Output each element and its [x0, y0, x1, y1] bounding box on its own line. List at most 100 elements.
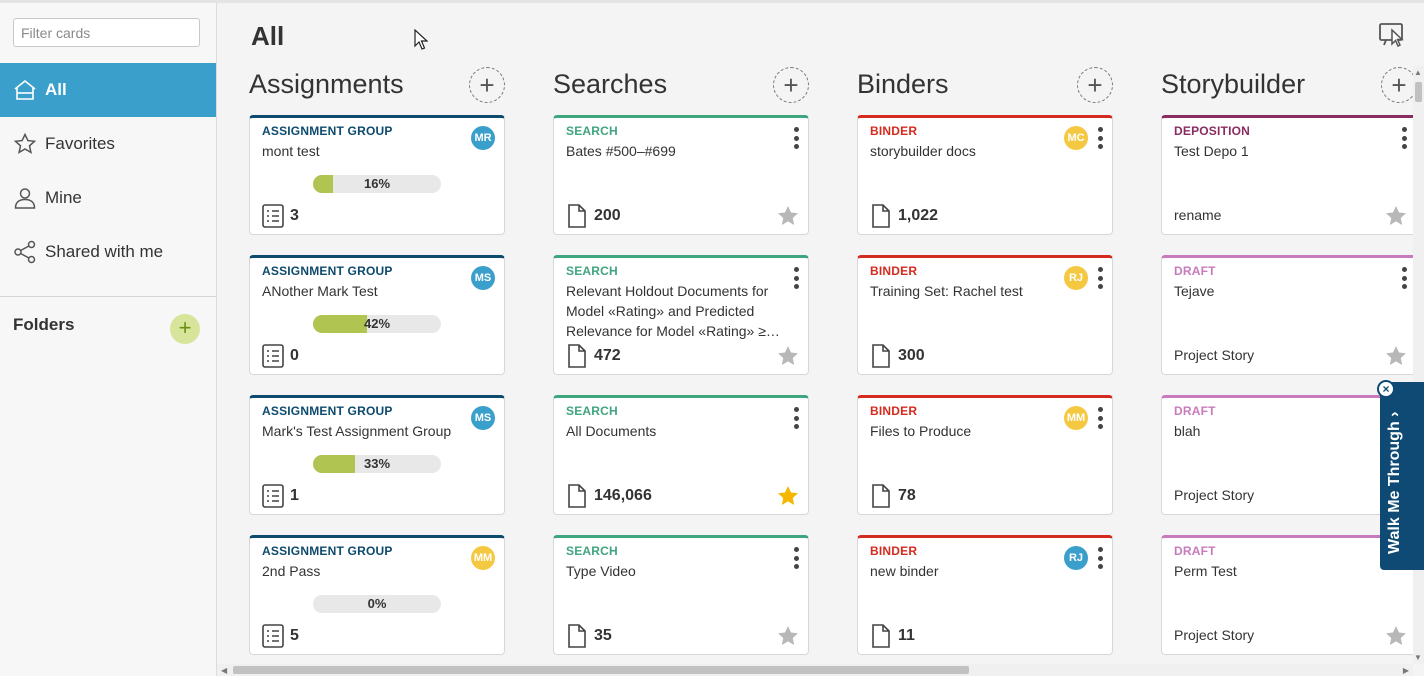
document-icon	[568, 484, 586, 508]
star-outline-icon	[13, 132, 37, 156]
scroll-left-arrow-icon[interactable]: ◀	[221, 666, 228, 675]
walk-me-through-button[interactable]: Walk Me Through ›	[1380, 382, 1424, 570]
card-name: Files to Produce	[870, 423, 972, 439]
add-assignment-button[interactable]: +	[469, 67, 505, 103]
card-type: BINDER	[870, 264, 918, 278]
card-type: DEPOSITION	[1174, 124, 1251, 138]
binder-card[interactable]: BINDER Files to Produce MM 78	[857, 395, 1113, 515]
search-card[interactable]: SEARCH Relevant Holdout Documents for Mo…	[553, 255, 809, 375]
add-story-button[interactable]: +	[1381, 67, 1417, 103]
deposition-card[interactable]: DEPOSITION Test Depo 1 rename	[1161, 115, 1417, 235]
assignment-card[interactable]: ASSIGNMENT GROUP Mark's Test Assignment …	[249, 395, 505, 515]
card-type: DRAFT	[1174, 544, 1216, 558]
favorite-star-icon[interactable]	[1384, 204, 1408, 228]
walk-me-through-label: Walk Me Through	[1386, 421, 1403, 554]
document-icon	[872, 204, 890, 228]
favorite-star-icon[interactable]	[776, 484, 800, 508]
progress-label: 0%	[367, 596, 387, 611]
card-subtext: Project Story	[1174, 347, 1255, 363]
card-type: ASSIGNMENT GROUP	[262, 404, 393, 418]
card-count: 5	[290, 627, 299, 644]
scroll-up-arrow-icon[interactable]: ▲	[1414, 68, 1422, 77]
avatar: MR	[471, 126, 495, 150]
card-menu-button[interactable]	[788, 546, 804, 570]
search-card[interactable]: SEARCH Type Video 35	[553, 535, 809, 655]
avatar: MC	[1064, 126, 1088, 150]
favorite-star-icon[interactable]	[1384, 624, 1408, 648]
card-name: Perm Test	[1174, 563, 1237, 579]
card-type: SEARCH	[566, 264, 618, 278]
home-icon	[13, 78, 37, 102]
nav-item-favorites[interactable]: Favorites	[0, 117, 216, 171]
card-menu-button[interactable]	[1092, 266, 1108, 290]
favorite-star-icon[interactable]	[776, 204, 800, 228]
filter-cards-input[interactable]	[13, 18, 200, 47]
progress-bar: 0%	[313, 595, 441, 613]
task-list-icon	[262, 344, 284, 368]
binder-card[interactable]: BINDER Training Set: Rachel test RJ 300	[857, 255, 1113, 375]
card-count: 146,066	[594, 487, 652, 504]
draft-card[interactable]: DRAFT Tejave Project Story	[1161, 255, 1417, 375]
sidebar: All Favorites Mine Shared with me Folder…	[0, 3, 217, 676]
nav-item-mine[interactable]: Mine	[0, 171, 216, 225]
card-menu-button[interactable]	[788, 266, 804, 290]
vertical-scrollbar[interactable]: ▲ ▼	[1413, 66, 1424, 664]
card-name: All Documents	[566, 423, 657, 439]
card-name: 2nd Pass	[262, 563, 321, 579]
task-list-icon	[262, 484, 284, 508]
scroll-down-arrow-icon[interactable]: ▼	[1414, 653, 1422, 662]
mouse-cursor-icon	[414, 29, 428, 50]
card-count: 0	[290, 347, 299, 364]
folders-heading: Folders	[13, 315, 75, 334]
nav-item-shared-with-me[interactable]: Shared with me	[0, 225, 216, 279]
card-menu-button[interactable]	[1092, 546, 1108, 570]
card-count: 35	[594, 627, 612, 644]
card-name: ANother Mark Test	[262, 283, 378, 299]
search-card[interactable]: SEARCH Bates #500–#699 200	[553, 115, 809, 235]
horizontal-scroll-thumb[interactable]	[233, 666, 969, 674]
card-count: 1	[290, 487, 299, 504]
card-name: Mark's Test Assignment Group	[262, 423, 452, 439]
card-type: BINDER	[870, 124, 918, 138]
nav-item-all[interactable]: All	[0, 63, 216, 117]
vertical-scroll-thumb[interactable]	[1415, 82, 1422, 102]
card-menu-button[interactable]	[788, 126, 804, 150]
card-count: 300	[898, 347, 925, 364]
add-search-button[interactable]: +	[773, 67, 809, 103]
card-menu-button[interactable]	[1092, 126, 1108, 150]
favorite-star-icon[interactable]	[776, 344, 800, 368]
card-menu-button[interactable]	[1092, 406, 1108, 430]
avatar: MM	[471, 546, 495, 570]
card-menu-button[interactable]	[788, 406, 804, 430]
task-list-icon	[262, 624, 284, 648]
card-type: ASSIGNMENT GROUP	[262, 544, 393, 558]
draft-card[interactable]: DRAFT Perm Test Project Story	[1161, 535, 1417, 655]
top-border	[0, 0, 1424, 3]
favorite-star-icon[interactable]	[1384, 344, 1408, 368]
card-type: SEARCH	[566, 404, 618, 418]
card-type: DRAFT	[1174, 404, 1216, 418]
favorite-star-icon[interactable]	[776, 624, 800, 648]
add-binder-button[interactable]: +	[1077, 67, 1113, 103]
card-name: Test Depo 1	[1174, 143, 1249, 159]
close-icon[interactable]: ×	[1377, 380, 1395, 398]
card-type: BINDER	[870, 544, 918, 558]
draft-card[interactable]: DRAFT blah Project Story	[1161, 395, 1417, 515]
card-type: ASSIGNMENT GROUP	[262, 264, 393, 278]
card-menu-button[interactable]	[1396, 126, 1412, 150]
binder-card[interactable]: BINDER new binder RJ 11	[857, 535, 1113, 655]
assignment-card[interactable]: ASSIGNMENT GROUP mont test MR 16% 3	[249, 115, 505, 235]
document-icon	[568, 204, 586, 228]
nav-item-label: All	[45, 80, 67, 99]
add-folder-button[interactable]: +	[170, 314, 200, 344]
card-type: SEARCH	[566, 124, 618, 138]
assignment-card[interactable]: ASSIGNMENT GROUP ANother Mark Test MS 42…	[249, 255, 505, 375]
progress-label: 42%	[363, 316, 391, 331]
binder-card[interactable]: BINDER storybuilder docs MC 1,022	[857, 115, 1113, 235]
assignment-card[interactable]: ASSIGNMENT GROUP 2nd Pass MM 0% 5	[249, 535, 505, 655]
horizontal-scrollbar[interactable]: ◀ ▶	[217, 664, 1413, 676]
presenter-mode-icon[interactable]	[1378, 20, 1408, 50]
search-card[interactable]: SEARCH All Documents 146,066	[553, 395, 809, 515]
card-menu-button[interactable]	[1396, 266, 1412, 290]
scroll-right-arrow-icon[interactable]: ▶	[1402, 666, 1409, 675]
